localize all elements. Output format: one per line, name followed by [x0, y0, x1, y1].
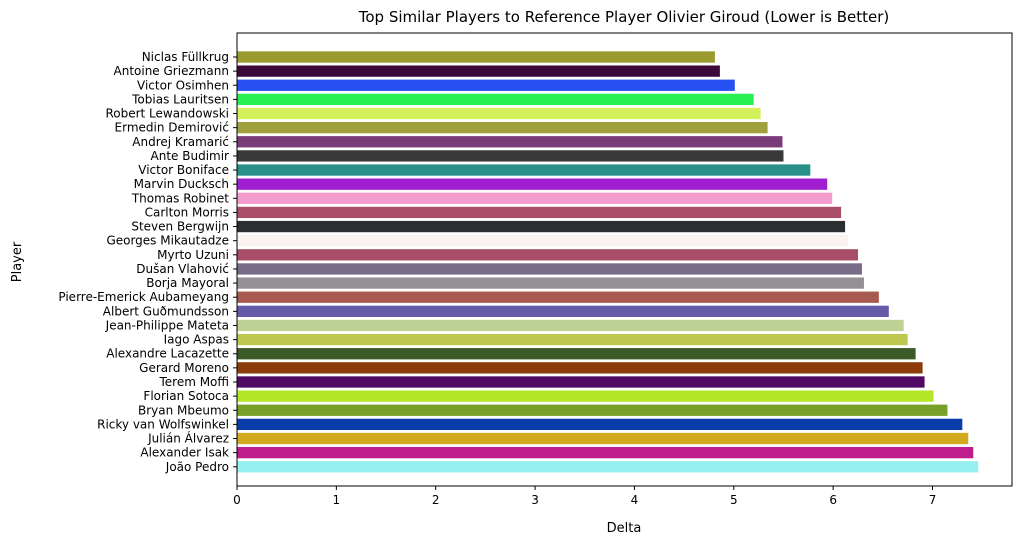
- bar: [237, 206, 842, 219]
- bar: [237, 51, 715, 63]
- y-tick-label: Ante Budimir: [151, 149, 230, 163]
- y-tick-label: Iago Aspas: [164, 333, 229, 347]
- bar: [237, 122, 768, 134]
- y-tick-label: Ermedin Demirović: [115, 121, 229, 135]
- y-tick-label: Alexander Isak: [140, 446, 229, 460]
- bar: [237, 461, 979, 473]
- y-tick-label: Andrej Kramarić: [132, 135, 229, 149]
- y-tick-label: Julián Álvarez: [147, 431, 229, 446]
- bar: [237, 305, 889, 317]
- y-tick-label: Dušan Vlahović: [136, 262, 229, 276]
- y-tick-label: Thomas Robinet: [131, 191, 229, 205]
- y-axis-label: Player: [10, 241, 25, 282]
- y-tick-label: Carlton Morris: [145, 205, 229, 219]
- y-tick-label: Bryan Mbeumo: [138, 403, 229, 417]
- x-tick-label: 1: [333, 493, 341, 507]
- y-tick-label: Ricky van Wolfswinkel: [97, 417, 229, 431]
- y-tick-label: Terem Moffi: [158, 375, 229, 389]
- y-tick-label: Albert Guðmundsson: [103, 304, 229, 318]
- y-tick-label: Marvin Ducksch: [134, 177, 229, 191]
- x-tick-label: 6: [829, 493, 837, 507]
- bar: [237, 348, 916, 360]
- y-tick-label: Jean-Philippe Mateta: [105, 318, 229, 332]
- y-tick-label: Myrto Uzuni: [157, 248, 229, 262]
- bar: [237, 136, 783, 148]
- y-tick-label: Georges Mikautadze: [106, 234, 229, 248]
- bar: [237, 333, 908, 346]
- bar: [237, 249, 858, 261]
- y-tick-label: Tobias Lauritsen: [131, 92, 229, 106]
- y-tick-label: Victor Osimhen: [137, 78, 229, 92]
- bar: [237, 79, 735, 91]
- bar: [237, 390, 934, 402]
- bar: [237, 107, 761, 120]
- plot-frame: [236, 32, 1013, 487]
- y-tick-label: Antoine Griezmann: [114, 64, 230, 78]
- bar: [237, 150, 784, 162]
- x-axis-label: Delta: [607, 521, 642, 536]
- x-tick-label: 7: [929, 493, 937, 507]
- y-tick-label: João Pedro: [165, 460, 229, 474]
- bar: [237, 404, 948, 416]
- bar: [237, 446, 974, 459]
- bar: [237, 235, 849, 247]
- bar: [237, 164, 811, 176]
- bars-group: [237, 51, 979, 473]
- bar: [237, 432, 969, 445]
- x-ticks: 0 1 2 3 4 5 6 7: [233, 486, 936, 507]
- y-tick-label: Robert Lewandowski: [105, 107, 229, 121]
- bar: [237, 376, 925, 388]
- y-tick-label: Victor Boniface: [138, 163, 229, 177]
- bar: [237, 319, 904, 332]
- bar: [237, 418, 963, 431]
- y-tick-label: Borja Mayoral: [146, 276, 229, 290]
- x-tick-label: 0: [233, 493, 241, 507]
- bar: [237, 93, 754, 106]
- bar: [237, 362, 923, 374]
- bar: [237, 192, 833, 204]
- chart-title: Top Similar Players to Reference Player …: [358, 8, 889, 26]
- bar: [237, 220, 846, 233]
- x-tick-label: 2: [432, 493, 440, 507]
- y-tick-label: Steven Bergwijn: [131, 220, 229, 234]
- bar: [237, 291, 879, 303]
- bar: [237, 277, 864, 289]
- y-tick-label: Pierre-Emerick Aubameyang: [58, 290, 229, 304]
- bar: [237, 178, 828, 190]
- y-tick-label: Gerard Moreno: [139, 361, 229, 375]
- x-tick-label: 5: [730, 493, 738, 507]
- bar: [237, 263, 862, 275]
- x-tick-label: 3: [531, 493, 539, 507]
- bar: [237, 65, 720, 77]
- y-tick-label: Alexandre Lacazette: [106, 347, 229, 361]
- y-tick-label: Niclas Füllkrug: [142, 50, 229, 64]
- x-tick-label: 4: [631, 493, 639, 507]
- y-tick-label: Florian Sotoca: [143, 389, 229, 403]
